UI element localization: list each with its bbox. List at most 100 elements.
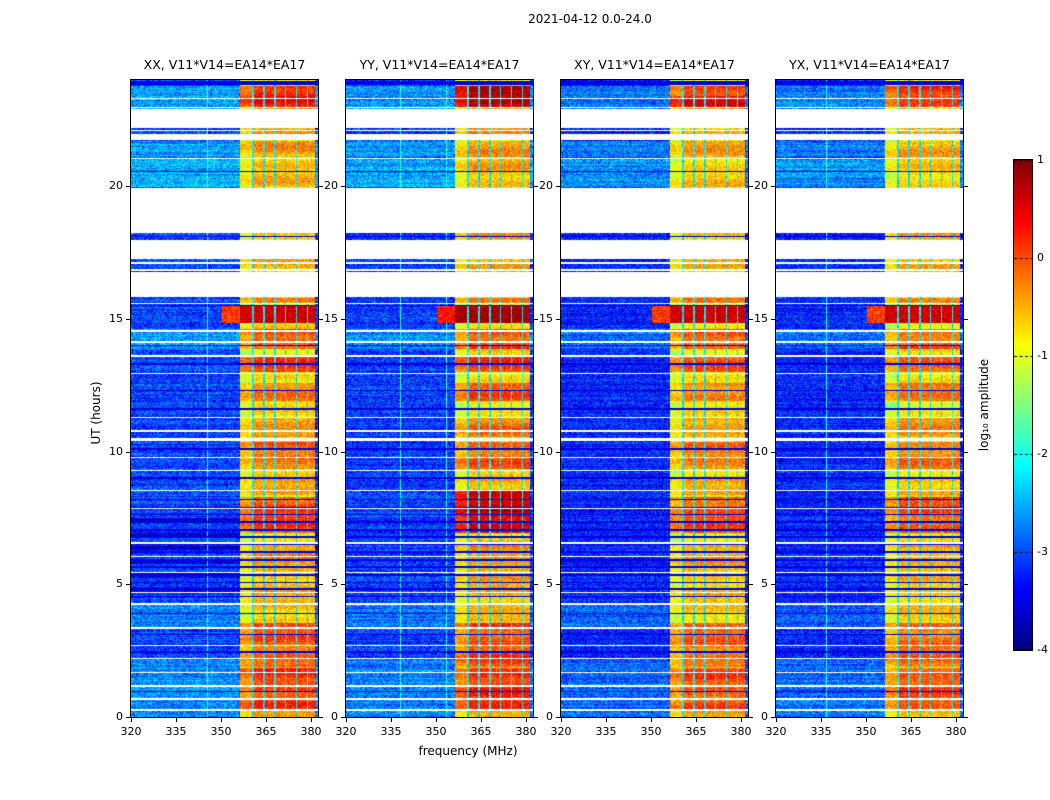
y-tick bbox=[749, 452, 753, 453]
panel-title: YY, V11*V14=EA14*EA17 bbox=[359, 57, 520, 72]
y-tick bbox=[341, 319, 345, 320]
y-tick bbox=[964, 584, 968, 585]
x-tick bbox=[741, 718, 742, 722]
y-tick bbox=[556, 717, 560, 718]
y-tick bbox=[534, 452, 538, 453]
x-tick-label: 350 bbox=[210, 725, 232, 738]
y-tick bbox=[126, 319, 130, 320]
x-tick-label: 380 bbox=[515, 725, 537, 738]
y-tick-label: 0 bbox=[546, 710, 553, 723]
y-tick bbox=[534, 584, 538, 585]
y-tick bbox=[749, 319, 753, 320]
colorbar-tick-label: -1 bbox=[1037, 349, 1048, 362]
spectrogram-panel-xx: XX, V11*V14=EA14*EA17 bbox=[130, 57, 319, 718]
panel-title: YX, V11*V14=EA14*EA17 bbox=[789, 57, 950, 72]
y-tick-label: 5 bbox=[546, 577, 553, 590]
spectrogram-panel-xy: XY, V11*V14=EA14*EA17 bbox=[560, 57, 749, 718]
y-axis-label: UT (hours) bbox=[89, 381, 103, 445]
y-tick bbox=[771, 584, 775, 585]
spectrogram-panel-yx: YX, V11*V14=EA14*EA17 bbox=[775, 57, 964, 718]
x-tick bbox=[956, 718, 957, 722]
colorbar-tick-label: 1 bbox=[1037, 153, 1044, 166]
x-tick bbox=[526, 718, 527, 722]
y-tick-label: 15 bbox=[109, 312, 123, 325]
y-tick-label: 15 bbox=[539, 312, 553, 325]
colorbar-tick-label: -2 bbox=[1037, 447, 1048, 460]
y-tick bbox=[556, 186, 560, 187]
x-tick bbox=[606, 718, 607, 722]
y-tick bbox=[534, 186, 538, 187]
panel-title: XX, V11*V14=EA14*EA17 bbox=[143, 57, 306, 72]
x-tick-label: 350 bbox=[425, 725, 447, 738]
colorbar-canvas bbox=[1014, 160, 1032, 650]
colorbar-label: log₁₀ amplitude bbox=[977, 358, 991, 452]
y-tick bbox=[319, 584, 323, 585]
y-tick bbox=[126, 452, 130, 453]
x-tick-label: 320 bbox=[120, 725, 142, 738]
y-tick-label: 5 bbox=[331, 577, 338, 590]
x-tick-label: 365 bbox=[900, 725, 922, 738]
y-tick bbox=[341, 186, 345, 187]
y-tick bbox=[749, 584, 753, 585]
y-tick-label: 10 bbox=[539, 445, 553, 458]
y-tick bbox=[771, 186, 775, 187]
y-tick-label: 15 bbox=[324, 312, 338, 325]
x-tick-label: 365 bbox=[470, 725, 492, 738]
x-tick-label: 335 bbox=[165, 725, 187, 738]
spectrogram-canvas-xy bbox=[561, 80, 748, 717]
x-tick-label: 350 bbox=[855, 725, 877, 738]
x-tick bbox=[311, 718, 312, 722]
y-tick bbox=[319, 319, 323, 320]
x-tick bbox=[346, 718, 347, 722]
y-tick bbox=[964, 319, 968, 320]
x-tick bbox=[821, 718, 822, 722]
x-tick-label: 380 bbox=[300, 725, 322, 738]
y-tick bbox=[126, 717, 130, 718]
y-tick bbox=[964, 186, 968, 187]
x-tick-label: 335 bbox=[810, 725, 832, 738]
y-tick-label: 20 bbox=[539, 179, 553, 192]
spectrogram-canvas-yy bbox=[346, 80, 533, 717]
x-tick bbox=[866, 718, 867, 722]
x-tick bbox=[221, 718, 222, 722]
x-tick-label: 320 bbox=[765, 725, 787, 738]
colorbar-tick-label: -4 bbox=[1037, 643, 1048, 656]
x-tick-label: 380 bbox=[730, 725, 752, 738]
y-tick bbox=[341, 584, 345, 585]
figure-title: 2021-04-12 0.0-24.0 bbox=[528, 12, 652, 26]
x-tick-label: 380 bbox=[945, 725, 967, 738]
x-tick bbox=[911, 718, 912, 722]
x-tick bbox=[561, 718, 562, 722]
y-tick-label: 20 bbox=[754, 179, 768, 192]
spectrogram-panel-yy: YY, V11*V14=EA14*EA17 bbox=[345, 57, 534, 718]
x-tick-label: 320 bbox=[550, 725, 572, 738]
x-tick-label: 350 bbox=[640, 725, 662, 738]
y-tick bbox=[534, 319, 538, 320]
x-tick bbox=[391, 718, 392, 722]
y-tick bbox=[126, 584, 130, 585]
y-tick-label: 5 bbox=[116, 577, 123, 590]
y-tick bbox=[749, 717, 753, 718]
colorbar bbox=[1013, 159, 1033, 651]
y-tick bbox=[319, 186, 323, 187]
y-tick-label: 15 bbox=[754, 312, 768, 325]
colorbar-tick-label: 0 bbox=[1037, 251, 1044, 264]
x-tick bbox=[131, 718, 132, 722]
x-tick-label: 365 bbox=[685, 725, 707, 738]
y-tick-label: 20 bbox=[324, 179, 338, 192]
spectrogram-canvas-xx bbox=[131, 80, 318, 717]
x-tick-label: 320 bbox=[335, 725, 357, 738]
x-tick-label: 335 bbox=[380, 725, 402, 738]
y-tick bbox=[964, 717, 968, 718]
colorbar-tick-label: -3 bbox=[1037, 545, 1048, 558]
y-tick bbox=[749, 186, 753, 187]
y-tick bbox=[556, 452, 560, 453]
y-tick bbox=[319, 717, 323, 718]
y-tick-label: 10 bbox=[109, 445, 123, 458]
y-tick-label: 10 bbox=[754, 445, 768, 458]
x-tick bbox=[436, 718, 437, 722]
y-tick bbox=[556, 319, 560, 320]
x-tick-label: 335 bbox=[595, 725, 617, 738]
x-tick bbox=[176, 718, 177, 722]
